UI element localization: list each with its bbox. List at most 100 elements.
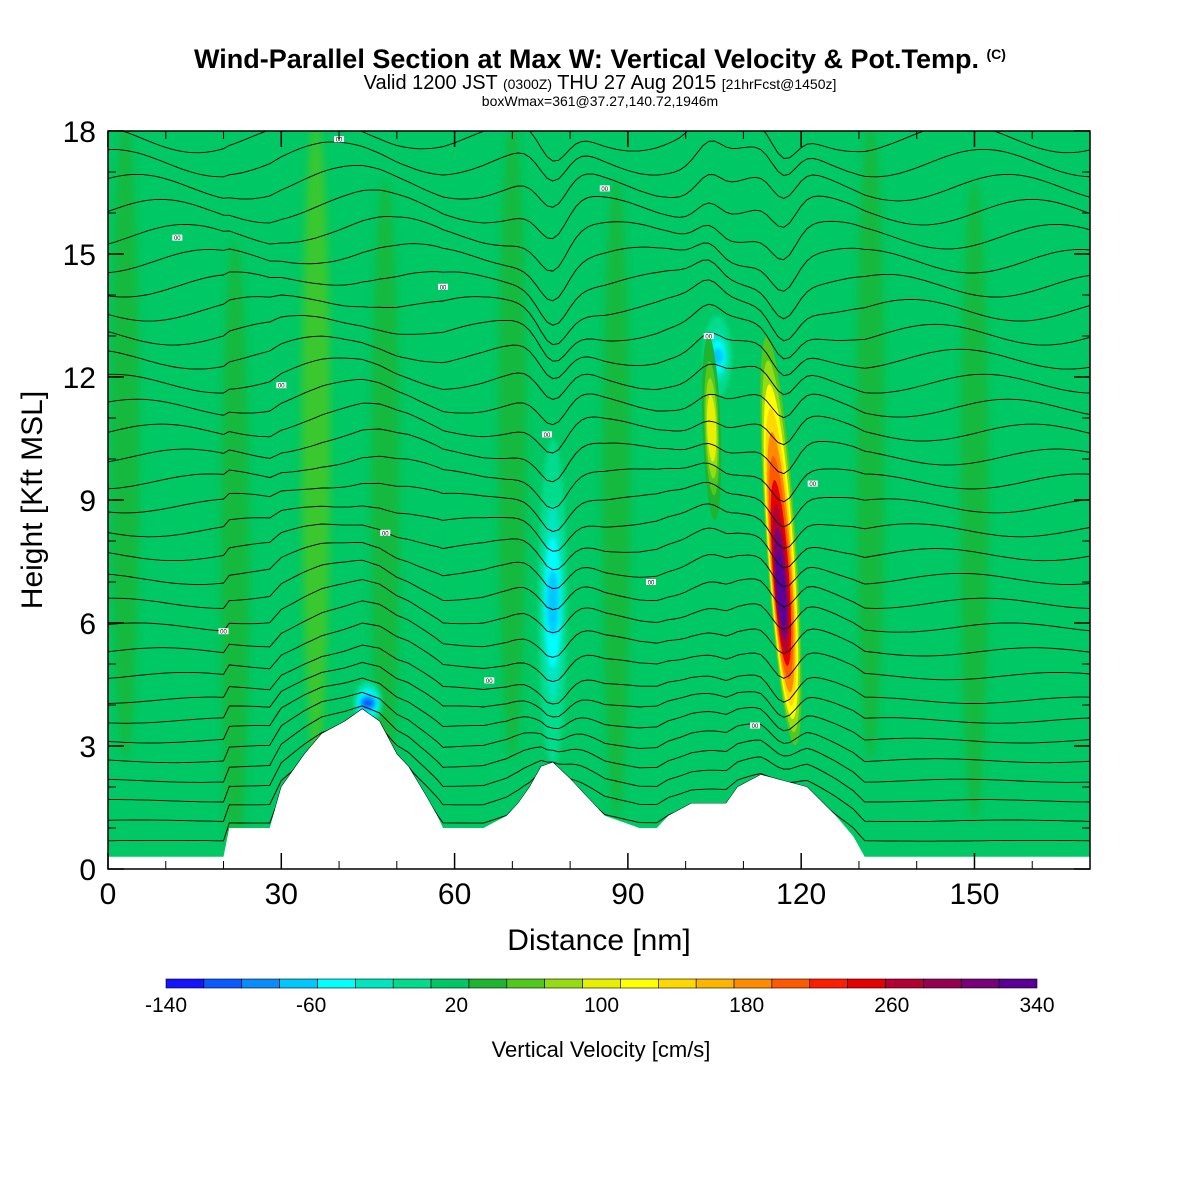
field-stripe — [856, 131, 885, 760]
valid-date: THU 27 Aug 2015 — [557, 72, 717, 94]
isentrope — [108, 600, 1090, 658]
field-stripe — [111, 131, 140, 760]
isentrope — [108, 303, 1090, 362]
isentrope-label: 00 — [807, 480, 818, 488]
isentrope-label: 00 — [438, 283, 449, 291]
colorbar-swatch — [998, 978, 1038, 989]
colorbar-swatch — [430, 978, 470, 989]
isentrope-label-text: 00 — [220, 630, 227, 636]
isentrope-label: 00 — [749, 722, 760, 730]
isentrope-label-text: 00 — [336, 138, 343, 144]
isentrope — [108, 279, 1090, 346]
colorbar-swatch — [392, 978, 432, 989]
isentrope — [108, 259, 1090, 326]
colorbar-swatch — [279, 978, 318, 989]
x-tick-label: 0 — [100, 878, 117, 911]
field-stripe — [174, 180, 203, 820]
isentrope-label: 00 — [334, 136, 345, 144]
isentrope — [108, 140, 1090, 182]
field-stripe — [301, 131, 330, 760]
field-stripe — [1047, 240, 1076, 869]
isentrope — [108, 378, 1090, 426]
colorbar-swatch — [506, 978, 545, 989]
field-stripe — [642, 240, 671, 869]
colorbar-swatch — [165, 978, 205, 989]
y-tick-label: 18 — [63, 116, 96, 149]
colorbar-swatch — [620, 978, 659, 989]
isentrope-label-box — [484, 677, 495, 684]
y-axis-label: Height [Kft MSL] — [16, 391, 49, 609]
x-axis-label: Distance [nm] — [507, 924, 690, 957]
copyright-mark: (C) — [986, 46, 1006, 62]
chart-title: Wind-Parallel Section at Max W: Vertical… — [0, 44, 1200, 75]
colorbar-tick-label: 180 — [729, 994, 764, 1017]
terrain-mask — [108, 709, 1090, 869]
isentrope — [108, 579, 1090, 634]
colorbar: -140 -60 20 100 180 260 340 — [145, 978, 1055, 1017]
isentrope-label-box — [703, 333, 714, 339]
isentrope-label-text: 00 — [486, 679, 493, 685]
chart-title-text: Wind-Parallel Section at Max W: Vertical… — [194, 44, 979, 74]
isentrope — [108, 216, 1090, 272]
valid-prefix: Valid 1200 JST — [363, 72, 498, 94]
isentrope — [108, 482, 1090, 532]
x-tick-label: 90 — [611, 878, 644, 911]
x-tick-label: 60 — [438, 878, 471, 911]
isentrope — [108, 677, 1090, 744]
axes: 0 30 60 90 120 150 0 3 6 9 12 15 18 — [63, 116, 1091, 911]
isentrope — [108, 622, 1090, 682]
y-tick-label: 15 — [63, 239, 96, 272]
field-stripe — [221, 240, 250, 869]
downdraft-zone — [546, 569, 559, 636]
y-tick-label: 9 — [79, 485, 96, 518]
isentrope-label-box — [645, 579, 656, 585]
colorbar-tick-label: 340 — [1019, 994, 1054, 1017]
x-tick-label: 120 — [776, 878, 826, 911]
y-tick-label: 0 — [79, 854, 96, 887]
colorbar-swatch — [582, 978, 621, 989]
isentrope — [108, 357, 1090, 400]
x-tick-label: 150 — [949, 878, 999, 911]
isentrope-label: 00 — [703, 333, 714, 341]
colorbar-tick-label: 20 — [445, 994, 468, 1017]
isentrope — [108, 332, 1090, 380]
isentrope-label-box — [380, 529, 391, 536]
isentrope-label-text: 00 — [440, 285, 447, 291]
isentrope — [108, 661, 1090, 724]
isentrope-label-box — [749, 722, 760, 729]
y-tick-label: 12 — [63, 362, 96, 395]
y-tick-label: 3 — [79, 731, 96, 764]
isentrope — [108, 559, 1090, 611]
updraft-core — [775, 551, 787, 627]
isentrope — [108, 708, 1090, 823]
isentrope-label-text: 00 — [648, 581, 655, 587]
potential-temperature-contours: 00 00 00 00 00 00 00 00 00 00 00 00 00 — [108, 131, 1090, 842]
isentrope-label-box — [218, 628, 229, 635]
valid-time-line: Valid 1200 JST (0300Z) THU 27 Aug 2015 [… — [0, 72, 1200, 95]
isentrope — [108, 402, 1090, 454]
valid-utc: (0300Z) — [502, 76, 552, 92]
isentrope-label: 00 — [218, 628, 229, 636]
isentrope-label-text: 00 — [174, 236, 181, 242]
updraft-core — [708, 411, 715, 446]
isentrope — [108, 503, 1090, 552]
isentrope-label: 00 — [599, 185, 610, 193]
colorbar-swatch — [771, 978, 811, 989]
isentrope-label-text: 00 — [601, 187, 608, 193]
isentrope-label-text: 00 — [809, 482, 816, 488]
isentrope — [108, 705, 1090, 783]
isentrope-label-text: 00 — [544, 433, 551, 439]
isentrope-label-text: 00 — [705, 335, 712, 341]
isentrope — [108, 541, 1090, 590]
isentrope-label-text: 00 — [752, 724, 759, 730]
colorbar-label: Vertical Velocity [cm/s] — [492, 1037, 711, 1062]
colorbar-swatch — [695, 978, 735, 989]
isentrope-label-box — [599, 185, 610, 192]
isentrope — [108, 164, 1090, 208]
isentrope-label-text: 00 — [278, 384, 285, 390]
isentrope-label-box — [807, 480, 818, 487]
isentrope-label: 00 — [380, 529, 391, 537]
terrain-profile — [108, 709, 1090, 869]
isentrope — [108, 189, 1090, 240]
